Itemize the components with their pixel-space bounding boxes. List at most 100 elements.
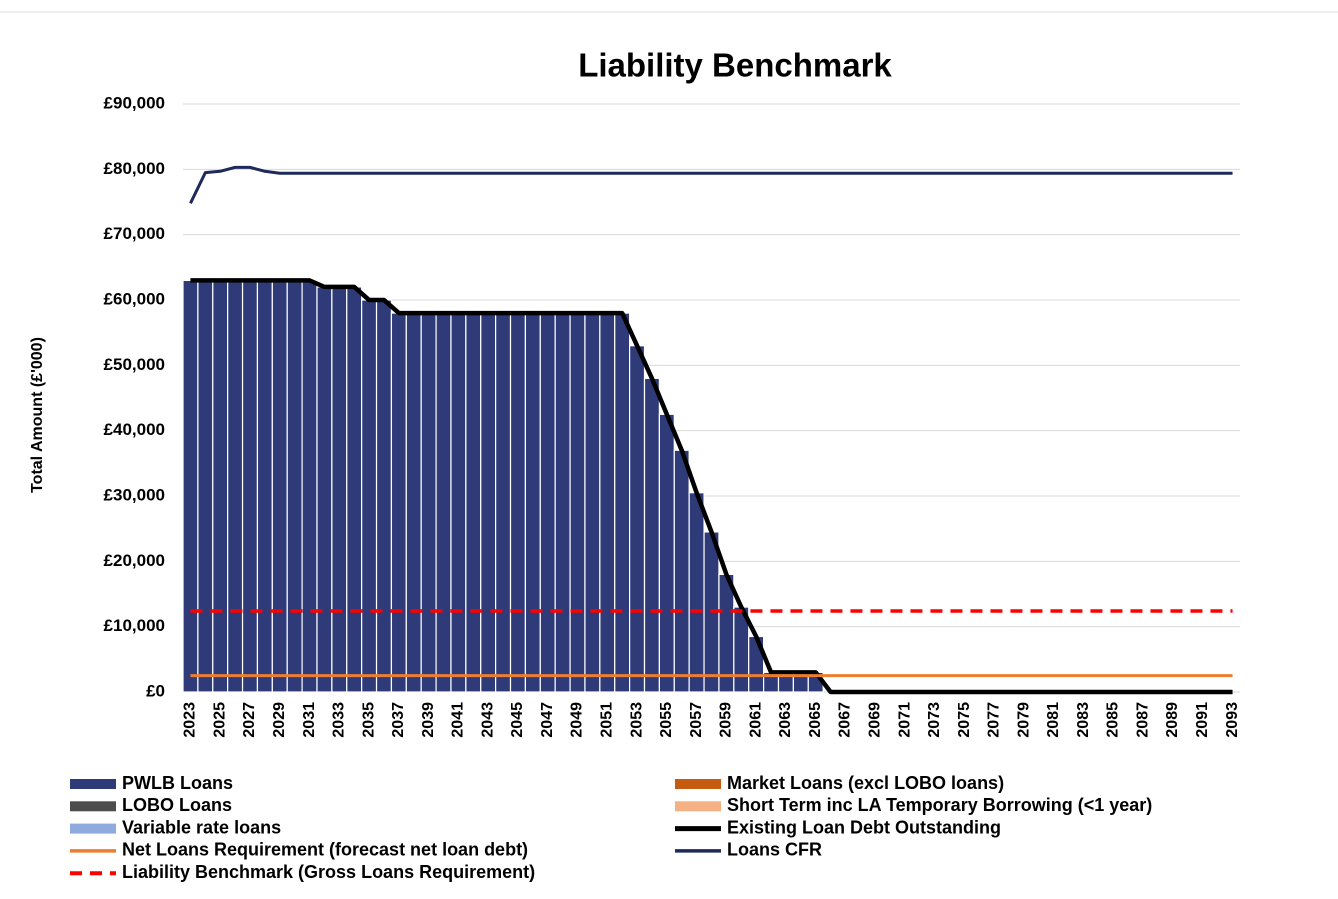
x-tick-label: 2033 — [331, 702, 348, 738]
bar — [361, 299, 378, 693]
bar — [197, 279, 214, 693]
x-tick-label: 2093 — [1224, 702, 1241, 738]
y-tick-label: £60,000 — [104, 289, 165, 308]
bar — [286, 279, 303, 693]
bar — [465, 312, 482, 693]
bar — [614, 312, 631, 693]
x-tick-label: 2057 — [688, 702, 705, 738]
bar — [241, 279, 259, 693]
bar — [450, 312, 467, 693]
y-tick-label: £80,000 — [104, 159, 165, 178]
y-axis-title: Total Amount (£'000) — [29, 337, 46, 493]
series-line — [190, 278, 1233, 695]
x-tick-label: 2025 — [211, 702, 228, 738]
x-tick-label: 2037 — [390, 702, 407, 738]
bar — [331, 286, 348, 693]
x-tick-label: 2081 — [1045, 702, 1062, 738]
x-tick-label: 2059 — [718, 702, 735, 738]
legend-label: Loans CFR — [727, 840, 822, 860]
bar — [346, 286, 363, 693]
x-tick-label: 2035 — [360, 702, 377, 738]
x-tick-label: 2079 — [1015, 702, 1032, 738]
x-tick-label: 2049 — [569, 702, 586, 738]
bar — [658, 413, 675, 693]
legend: PWLB Loans Market Loans (excl LOBO loans)… — [70, 773, 1152, 882]
bar — [569, 312, 586, 693]
bar — [539, 312, 556, 693]
bar — [420, 312, 437, 693]
x-tick-label: 2053 — [628, 702, 645, 738]
x-tick-label: 2077 — [986, 702, 1003, 738]
bar — [390, 312, 407, 693]
x-tick-label: 2039 — [420, 702, 437, 738]
bar — [524, 312, 541, 693]
bar — [629, 345, 646, 693]
bar — [212, 279, 229, 693]
bar — [182, 279, 199, 693]
x-tick-label: 2029 — [271, 702, 288, 738]
x-tick-label: 2027 — [241, 702, 258, 738]
legend-item: Loans CFR — [675, 840, 822, 860]
legend-item: Short Term inc LA Temporary Borrowing (<… — [675, 795, 1152, 815]
x-tick-label: 2043 — [479, 702, 496, 738]
bar — [435, 312, 452, 693]
legend-item: Variable rate loans — [70, 817, 281, 837]
legend-swatch — [675, 779, 721, 789]
x-tick-label: 2047 — [539, 702, 556, 738]
x-tick-label: 2085 — [1105, 702, 1122, 738]
legend-label: Market Loans (excl LOBO loans) — [727, 773, 1004, 793]
bar — [301, 279, 318, 693]
x-tick-label: 2041 — [450, 702, 467, 738]
x-tick-label: 2069 — [866, 702, 883, 738]
x-tick-label: 2065 — [807, 702, 824, 738]
legend-item: Market Loans (excl LOBO loans) — [675, 773, 1004, 793]
x-tick-label: 2091 — [1194, 702, 1211, 738]
x-tick-label: 2031 — [301, 702, 318, 738]
bar — [673, 449, 690, 693]
x-tick-label: 2089 — [1164, 702, 1181, 738]
x-tick-label: 2073 — [926, 702, 943, 738]
bar — [554, 312, 571, 693]
bar — [509, 312, 527, 693]
bar — [227, 279, 244, 693]
bar — [375, 299, 393, 693]
y-tick-label: £50,000 — [104, 355, 165, 374]
legend-item: Existing Loan Debt Outstanding — [675, 817, 1001, 837]
x-tick-label: 2055 — [658, 702, 675, 738]
x-tick-label: 2071 — [896, 702, 913, 738]
legend-swatch — [70, 801, 116, 812]
legend-swatch — [675, 801, 721, 812]
x-tick-label: 2063 — [777, 702, 794, 738]
bar — [316, 286, 333, 693]
legend-label: Existing Loan Debt Outstanding — [727, 817, 1001, 837]
y-tick-label: £0 — [146, 681, 165, 700]
y-tick-label: £30,000 — [104, 485, 165, 504]
x-tick-label: 2067 — [837, 702, 854, 738]
bar — [599, 312, 616, 693]
legend-label: Net Loans Requirement (forecast net loan… — [122, 840, 528, 860]
legend-item: Liability Benchmark (Gross Loans Require… — [70, 862, 535, 882]
legend-label: Short Term inc LA Temporary Borrowing (<… — [727, 795, 1152, 815]
legend-item: PWLB Loans — [70, 773, 233, 793]
series-line — [189, 165, 1233, 204]
x-tick-label: 2061 — [747, 702, 764, 738]
legend-label: Liability Benchmark (Gross Loans Require… — [122, 862, 535, 882]
bar — [405, 312, 422, 693]
legend-swatch — [70, 823, 116, 834]
legend-item: LOBO Loans — [70, 795, 232, 815]
y-tick-label: £20,000 — [104, 551, 165, 570]
x-tick-label: 2087 — [1134, 702, 1151, 738]
x-tick-label: 2075 — [956, 702, 973, 738]
legend-label: Variable rate loans — [122, 817, 281, 837]
y-tick-label: £70,000 — [104, 224, 165, 243]
bar — [643, 377, 660, 693]
y-tick-label: £10,000 — [104, 616, 165, 635]
x-tick-label: 2023 — [182, 702, 199, 738]
x-tick-label: 2083 — [1075, 702, 1092, 738]
x-tick-label: 2045 — [509, 702, 526, 738]
x-tick-label: 2051 — [599, 702, 616, 738]
legend-item: Net Loans Requirement (forecast net loan… — [70, 840, 528, 860]
bar — [256, 279, 273, 693]
chart-title: Liability Benchmark — [578, 47, 892, 84]
